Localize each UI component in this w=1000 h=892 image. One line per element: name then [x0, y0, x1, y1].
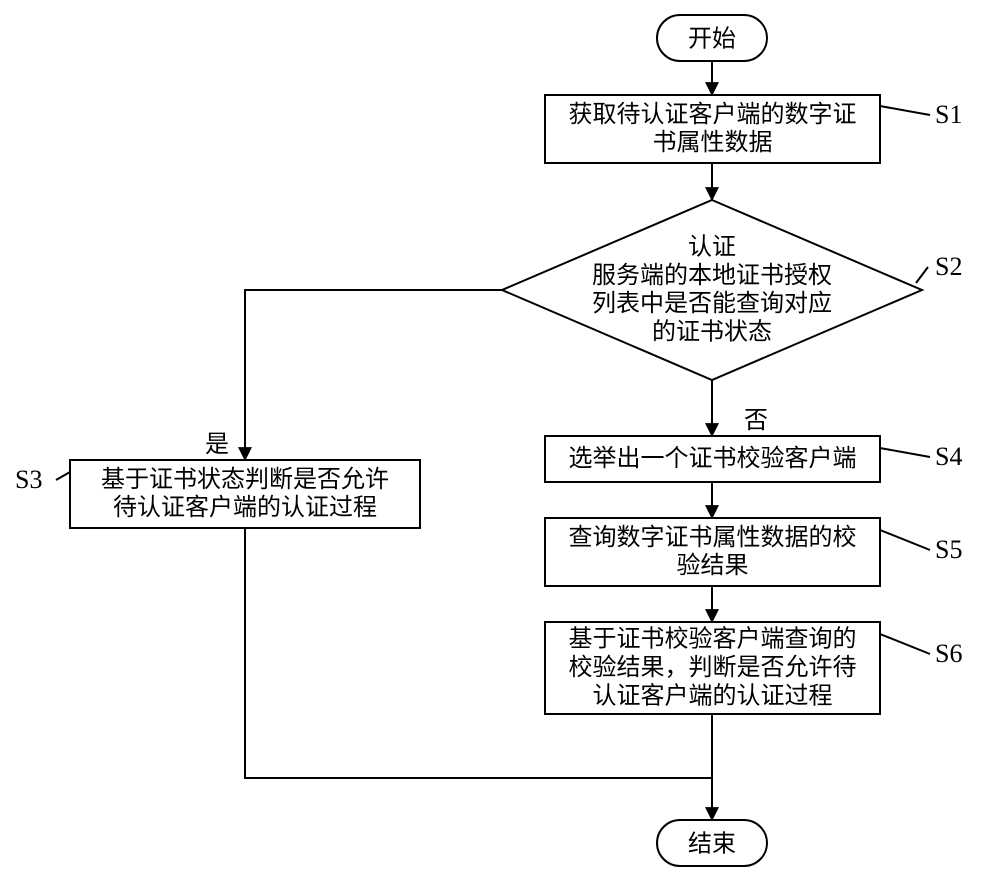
edge-label-yes: 是	[205, 432, 229, 458]
node-s6-text-line-0: 基于证书校验客户端查询的	[569, 626, 857, 653]
step-label-S4: S4	[935, 442, 962, 471]
step-tick-S4	[880, 448, 930, 457]
node-start-label: 开始	[688, 25, 736, 52]
node-s1-text-line-1: 书属性数据	[653, 129, 773, 156]
edge-label-no: 否	[744, 408, 768, 434]
step-label-S2: S2	[935, 252, 962, 281]
step-tick-S1	[880, 106, 930, 115]
node-s6-text-line-1: 校验结果，判断是否允许待	[569, 654, 857, 681]
step-label-S5: S5	[935, 535, 962, 564]
node-s3-text-line-1: 待认证客户端的认证过程	[113, 494, 377, 521]
node-s2-text-line-1: 服务端的本地证书授权	[592, 262, 832, 289]
node-end-label: 结束	[688, 830, 736, 857]
node-s2	[502, 200, 922, 380]
node-s2-text-line-3: 的证书状态	[652, 318, 772, 345]
node-s2-text-line-0: 认证	[688, 233, 736, 260]
step-label-S6: S6	[935, 639, 962, 668]
step-tick-S3	[56, 472, 70, 480]
node-s4-text-line-0: 选举出一个证书校验客户端	[569, 445, 857, 472]
node-s6-text-line-2: 认证客户端的认证过程	[593, 682, 833, 709]
step-tick-S5	[880, 530, 930, 550]
node-s2-text-line-2: 列表中是否能查询对应	[592, 290, 832, 317]
flowchart-canvas: 开始获取待认证客户端的数字证书属性数据认证服务端的本地证书授权列表中是否能查询对…	[0, 0, 1000, 892]
node-s3-text-line-0: 基于证书状态判断是否允许	[101, 466, 389, 493]
step-label-S3: S3	[15, 465, 42, 494]
node-s1-text-line-0: 获取待认证客户端的数字证	[569, 101, 857, 128]
step-tick-S6	[880, 634, 930, 654]
node-s5-text-line-1: 验结果	[677, 552, 749, 579]
e-s2-s3	[245, 290, 502, 460]
step-label-S1: S1	[935, 100, 962, 129]
node-s5-text-line-0: 查询数字证书属性数据的校	[569, 524, 857, 551]
step-tick-S2	[916, 267, 928, 283]
